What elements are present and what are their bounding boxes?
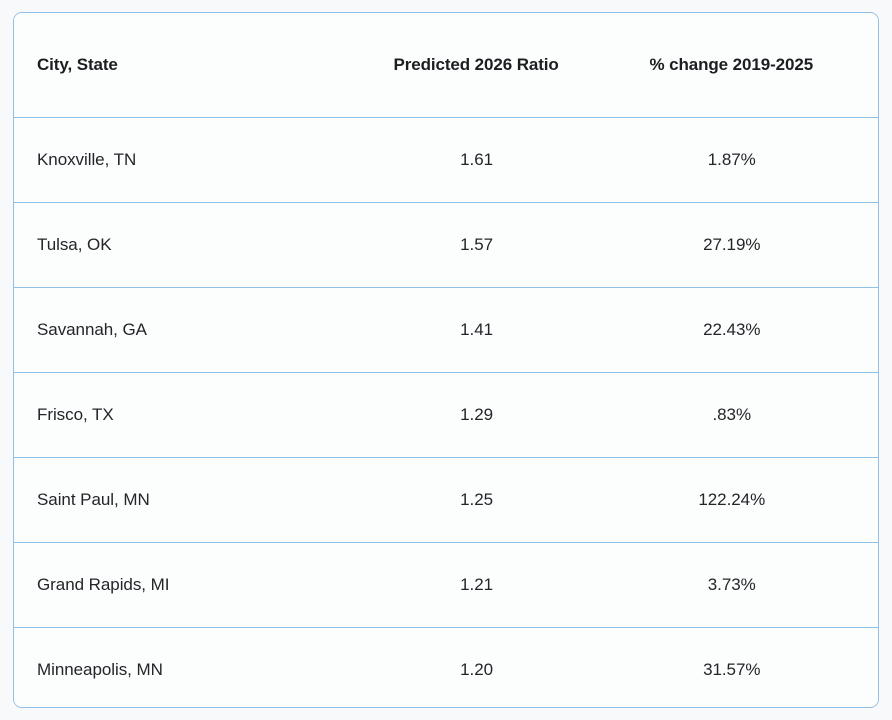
cell-change: 22.43% [620, 287, 878, 373]
cell-ratio: 1.61 [333, 117, 621, 203]
cell-change: 122.24% [620, 457, 878, 543]
predicted-ratio-table: City, State Predicted 2026 Ratio % chang… [14, 13, 878, 707]
table-row: Minneapolis, MN 1.20 31.57% [14, 627, 878, 707]
cell-city: Frisco, TX [14, 372, 334, 458]
cell-ratio: 1.25 [333, 457, 621, 543]
table-row: Savannah, GA 1.41 22.43% [14, 287, 878, 373]
column-header-change: % change 2019-2025 [620, 13, 878, 118]
cell-change: 31.57% [620, 627, 878, 707]
cell-ratio: 1.21 [333, 542, 621, 628]
table-row: Knoxville, TN 1.61 1.87% [14, 117, 878, 203]
table-header: City, State Predicted 2026 Ratio % chang… [14, 13, 878, 118]
cell-ratio: 1.29 [333, 372, 621, 458]
table-header-row: City, State Predicted 2026 Ratio % chang… [14, 13, 878, 118]
cell-change: 1.87% [620, 117, 878, 203]
cell-ratio: 1.57 [333, 202, 621, 288]
cell-change: .83% [620, 372, 878, 458]
ratio-table-card: City, State Predicted 2026 Ratio % chang… [13, 12, 879, 708]
table-row: Frisco, TX 1.29 .83% [14, 372, 878, 458]
cell-city: Minneapolis, MN [14, 627, 334, 707]
cell-city: Saint Paul, MN [14, 457, 334, 543]
cell-ratio: 1.41 [333, 287, 621, 373]
column-header-city: City, State [14, 13, 334, 118]
cell-city: Savannah, GA [14, 287, 334, 373]
cell-change: 3.73% [620, 542, 878, 628]
cell-city: Knoxville, TN [14, 117, 334, 203]
table-row: Saint Paul, MN 1.25 122.24% [14, 457, 878, 543]
cell-change: 27.19% [620, 202, 878, 288]
column-header-ratio: Predicted 2026 Ratio [333, 13, 621, 118]
cell-city: Tulsa, OK [14, 202, 334, 288]
table-row: Grand Rapids, MI 1.21 3.73% [14, 542, 878, 628]
cell-city: Grand Rapids, MI [14, 542, 334, 628]
table-body: Knoxville, TN 1.61 1.87% Tulsa, OK 1.57 … [14, 117, 878, 707]
cell-ratio: 1.20 [333, 627, 621, 707]
table-row: Tulsa, OK 1.57 27.19% [14, 202, 878, 288]
